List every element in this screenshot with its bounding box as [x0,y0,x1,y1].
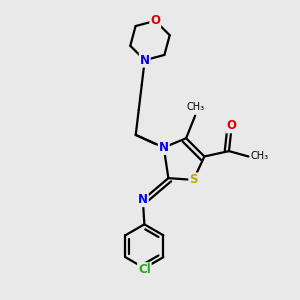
Text: N: N [138,193,148,206]
Text: O: O [150,14,160,27]
Text: O: O [226,119,236,132]
Text: N: N [159,141,169,154]
Text: Cl: Cl [138,263,151,276]
Text: CH₃: CH₃ [251,152,269,161]
Text: CH₃: CH₃ [186,102,204,112]
Text: S: S [189,173,198,186]
Text: N: N [140,54,150,67]
